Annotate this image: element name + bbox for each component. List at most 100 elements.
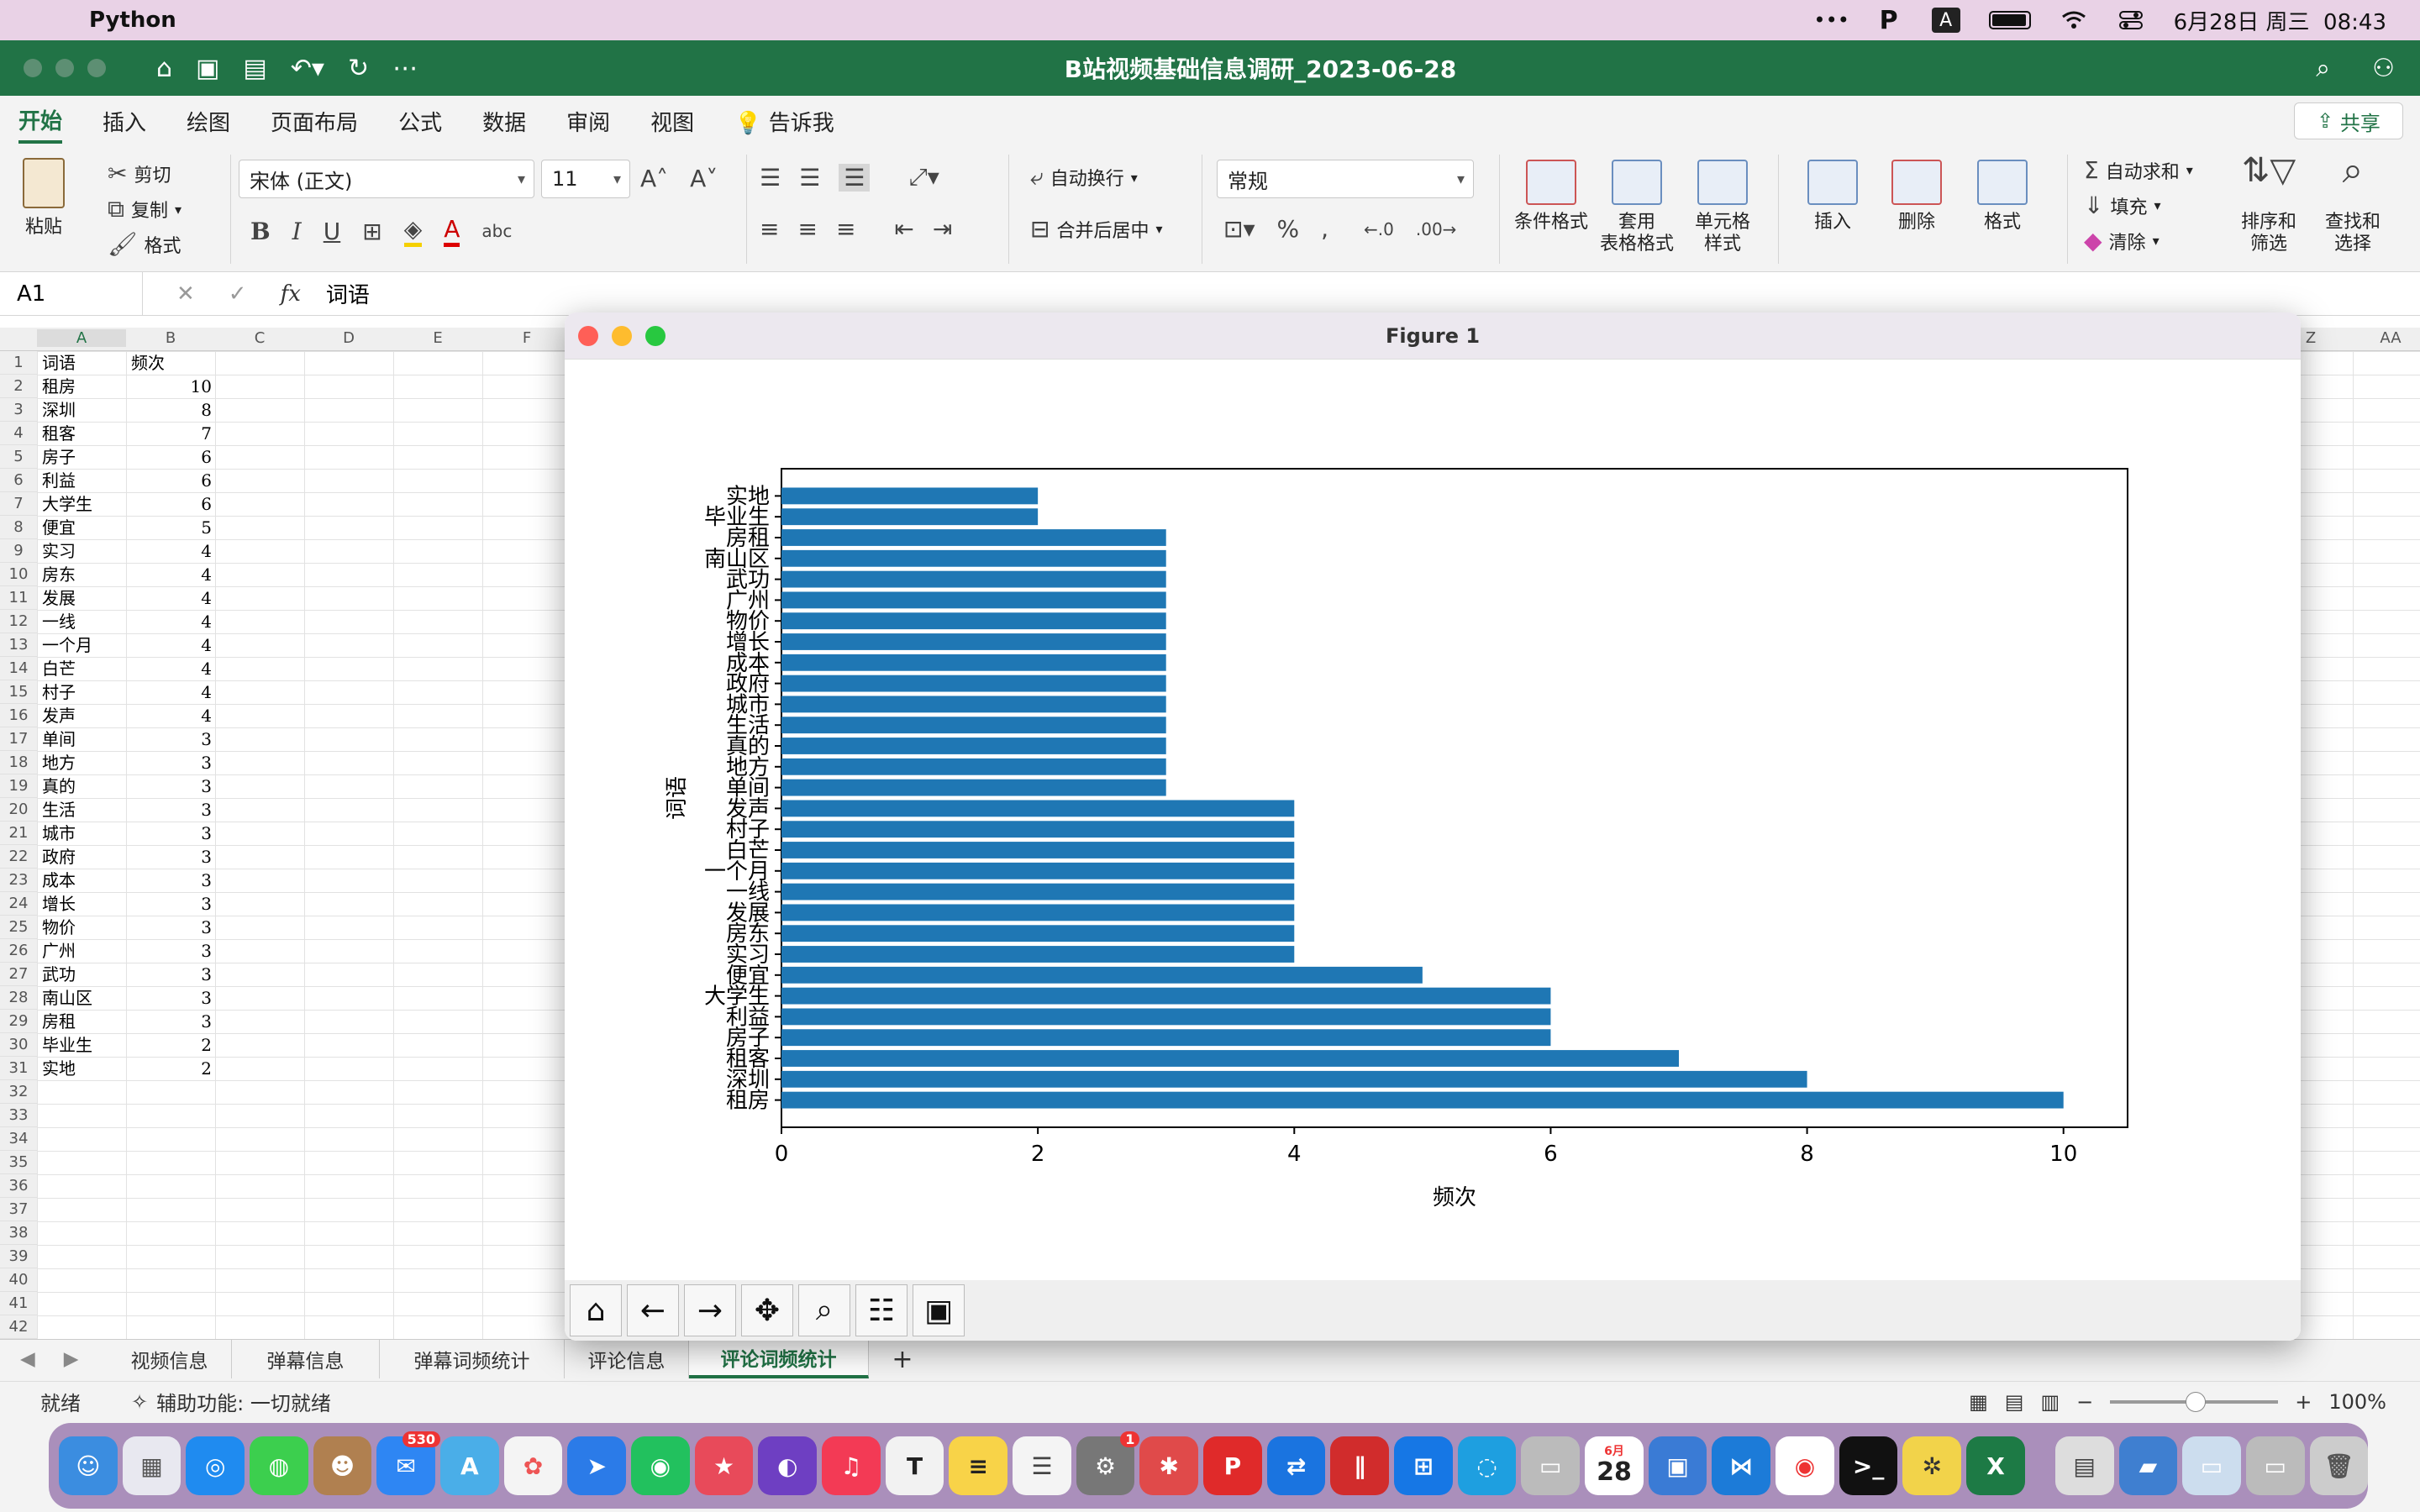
- border-icon[interactable]: ⊞: [362, 217, 382, 245]
- italic-icon[interactable]: I: [292, 217, 302, 245]
- battery-icon[interactable]: [1988, 11, 2031, 29]
- font-name-select[interactable]: 宋体 (正文) ▾: [239, 160, 534, 198]
- accessibility-icon[interactable]: ✧: [131, 1389, 149, 1414]
- bold-icon[interactable]: B: [250, 217, 271, 245]
- cell-word[interactable]: 房东: [42, 564, 76, 585]
- tab-review[interactable]: 审阅: [566, 110, 611, 136]
- p-icon[interactable]: P: [1879, 5, 1898, 35]
- sheet-tab[interactable]: 弹幕词频统计: [380, 1340, 565, 1378]
- row-number[interactable]: 36: [0, 1174, 37, 1198]
- cell-word[interactable]: 广州: [42, 941, 76, 961]
- row-number[interactable]: 12: [0, 610, 37, 633]
- row-number[interactable]: 22: [0, 845, 37, 869]
- launchpad-icon[interactable]: ▦: [122, 1436, 182, 1495]
- tab-view[interactable]: 视图: [650, 110, 695, 136]
- row-number[interactable]: 19: [0, 774, 37, 798]
- row-number[interactable]: 18: [0, 751, 37, 774]
- reminders-icon[interactable]: ☰: [1013, 1436, 1071, 1495]
- tab-insert[interactable]: 插入: [103, 110, 147, 136]
- sheet-tab[interactable]: 评论信息: [565, 1340, 689, 1378]
- merge-center-button[interactable]: ⊟ 合并后居中 ▾: [1030, 215, 1163, 243]
- increase-indent-icon[interactable]: ⇥: [932, 215, 953, 243]
- column-header[interactable]: C: [254, 329, 266, 347]
- row-number[interactable]: 11: [0, 586, 37, 610]
- edge-icon[interactable]: ◌: [1457, 1436, 1517, 1495]
- row-number[interactable]: 7: [0, 492, 37, 516]
- windows-icon[interactable]: ⊞: [1394, 1436, 1453, 1495]
- cell-frequency[interactable]: 4: [201, 541, 212, 561]
- window-stack-icon[interactable]: ▭: [2245, 1436, 2305, 1495]
- orientation-icon[interactable]: ⤢▾: [908, 163, 939, 191]
- tab-page-layout[interactable]: 页面布局: [271, 110, 359, 136]
- back-arrow-icon[interactable]: ←: [627, 1284, 679, 1336]
- cell-frequency[interactable]: 4: [201, 612, 212, 632]
- row-number[interactable]: 13: [0, 633, 37, 657]
- cell-word[interactable]: 白芒: [42, 659, 76, 679]
- save-as-icon[interactable]: ▤: [243, 53, 267, 83]
- cell-frequency[interactable]: 7: [201, 423, 212, 444]
- preview-icon[interactable]: ▭: [1521, 1436, 1581, 1495]
- delete-cells-button[interactable]: 删除: [1879, 160, 1954, 234]
- row-number[interactable]: 29: [0, 1010, 37, 1033]
- normal-view-icon[interactable]: ▦: [1969, 1389, 1988, 1414]
- sheet-tab[interactable]: 视频信息: [108, 1340, 232, 1378]
- pan-icon[interactable]: ✥: [741, 1284, 793, 1336]
- figure-close-button[interactable]: [578, 325, 598, 346]
- cell-frequency[interactable]: 4: [201, 635, 212, 655]
- function-icon[interactable]: fx: [280, 281, 301, 307]
- tab-formulas[interactable]: 公式: [398, 110, 443, 136]
- cell-styles-button[interactable]: 单元格 样式: [1681, 160, 1765, 255]
- phonetic-icon[interactable]: abc: [481, 221, 513, 241]
- search-icon[interactable]: ⌕: [2316, 53, 2331, 83]
- cell-word[interactable]: 租客: [42, 423, 76, 444]
- cell-frequency[interactable]: 3: [201, 729, 212, 749]
- xmind-icon[interactable]: ✱: [1139, 1436, 1199, 1495]
- autosum-button[interactable]: Σ 自动求和 ▾: [2084, 156, 2193, 184]
- zoom-out-icon[interactable]: −: [2076, 1389, 2094, 1414]
- safari-icon[interactable]: ◎: [186, 1436, 245, 1495]
- increase-decimal-icon[interactable]: ←.0: [1364, 218, 1394, 239]
- copy-button[interactable]: ⧉ 复制 ▾: [108, 195, 182, 223]
- cell-frequency[interactable]: 4: [201, 588, 212, 608]
- paste-button[interactable]: 粘贴: [18, 158, 69, 239]
- undo-icon[interactable]: ↶▾: [290, 53, 324, 83]
- row-number[interactable]: 14: [0, 657, 37, 680]
- cell-word[interactable]: 真的: [42, 776, 76, 796]
- cell-frequency[interactable]: 3: [201, 870, 212, 890]
- figure-minimize-button[interactable]: [612, 325, 632, 346]
- menu-app-name[interactable]: Python: [89, 8, 176, 33]
- cell-word[interactable]: 城市: [42, 823, 76, 843]
- github-icon[interactable]: ◐: [758, 1436, 818, 1495]
- typora-icon[interactable]: T: [885, 1436, 944, 1495]
- row-number[interactable]: 4: [0, 422, 37, 445]
- cell-word[interactable]: 增长: [42, 894, 76, 914]
- next-sheet-icon[interactable]: ▶: [63, 1348, 79, 1370]
- cell-word[interactable]: 房租: [42, 1011, 76, 1032]
- align-middle-icon[interactable]: ☰: [799, 163, 821, 192]
- cell-frequency[interactable]: 3: [201, 988, 212, 1008]
- home-icon[interactable]: ⌂: [570, 1284, 622, 1336]
- chrome-icon[interactable]: ◉: [1776, 1436, 1834, 1495]
- row-number[interactable]: 27: [0, 963, 37, 986]
- cell-word[interactable]: 大学生: [42, 494, 92, 514]
- format-cells-button[interactable]: 格式: [1965, 160, 2040, 234]
- cancel-icon[interactable]: ✕: [176, 281, 195, 307]
- row-number[interactable]: 30: [0, 1033, 37, 1057]
- apple-icon[interactable]: [30, 3, 64, 37]
- row-number[interactable]: 2: [0, 375, 37, 398]
- cell-word[interactable]: 深圳: [42, 400, 76, 420]
- cell-frequency[interactable]: 3: [201, 894, 212, 914]
- cell-word[interactable]: 单间: [42, 729, 76, 749]
- font-size-select[interactable]: 11 ▾: [541, 160, 630, 198]
- row-number[interactable]: 34: [0, 1127, 37, 1151]
- document-icon[interactable]: ▤: [2054, 1436, 2114, 1495]
- control-center-icon[interactable]: [2117, 8, 2145, 32]
- name-box[interactable]: A1: [0, 271, 143, 316]
- row-number[interactable]: 28: [0, 986, 37, 1010]
- zoom-level[interactable]: 100%: [2328, 1389, 2386, 1414]
- tab-draw[interactable]: 绘图: [187, 110, 231, 136]
- forward-arrow-icon[interactable]: →: [684, 1284, 736, 1336]
- cell-frequency[interactable]: 6: [201, 447, 212, 467]
- messages-icon[interactable]: ◍: [250, 1436, 308, 1495]
- increase-font-icon[interactable]: A˄: [640, 165, 669, 192]
